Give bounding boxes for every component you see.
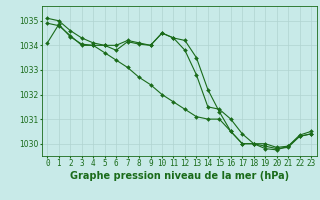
X-axis label: Graphe pression niveau de la mer (hPa): Graphe pression niveau de la mer (hPa) xyxy=(70,171,289,181)
